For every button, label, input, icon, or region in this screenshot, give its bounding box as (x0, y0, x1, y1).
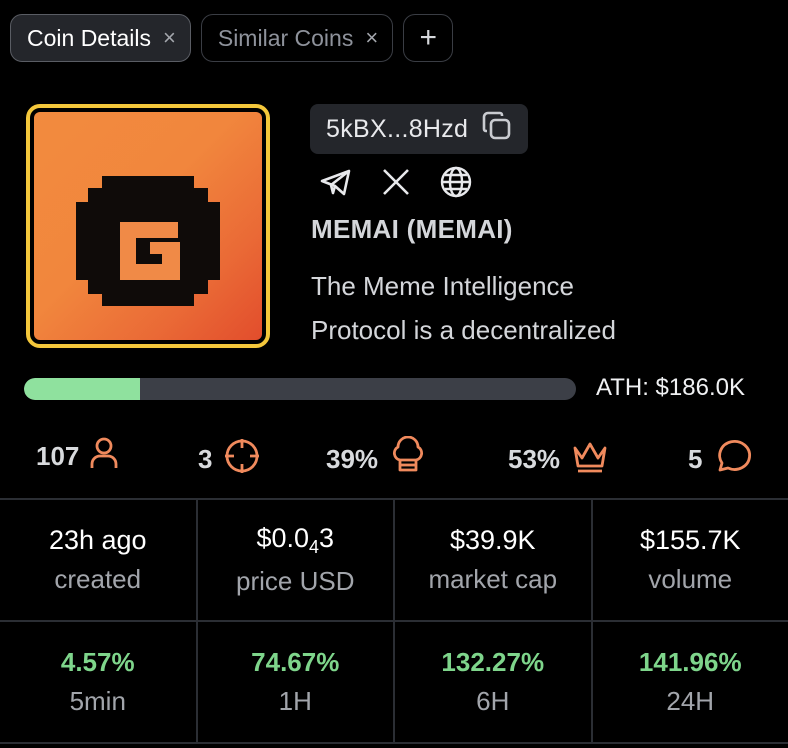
tab-similar-coins[interactable]: Similar Coins × (200, 14, 394, 62)
metric-value: $39.9K (449, 525, 536, 555)
tab-label: Coin Details (27, 24, 151, 51)
top-holders-stat[interactable]: 53% (508, 436, 610, 483)
created-cell: 23h ago created (0, 500, 198, 620)
close-icon[interactable]: × (163, 25, 176, 50)
market-cap-cell: $39.9K market cap (395, 500, 593, 620)
change-label: 5min (69, 686, 126, 716)
globe-icon[interactable] (438, 164, 474, 200)
price-suffix: 3 (319, 523, 335, 553)
price-cell: $0.043 price USD (198, 500, 395, 620)
dev-stat[interactable]: 39% (326, 435, 428, 483)
price-zero-count: 4 (309, 537, 320, 557)
change-label: 24H (666, 686, 715, 716)
stat-value: 5 (688, 444, 703, 474)
stat-value: 3 (198, 444, 213, 474)
metrics-grid: 23h ago created $0.043 price USD $39.9K … (0, 498, 788, 744)
add-tab-button[interactable]: + (403, 14, 454, 62)
stat-value: 39% (326, 444, 379, 474)
change-value: 4.57% (60, 647, 135, 677)
chef-hat-icon (388, 435, 428, 483)
change-6h-cell[interactable]: 132.27% 6H (395, 622, 593, 742)
price-prefix: $0.0 (256, 523, 309, 553)
bonding-curve-progress (24, 378, 576, 400)
stats-row: 107 3 39% 53% (0, 435, 788, 484)
change-label: 6H (476, 686, 510, 716)
contract-address-button[interactable]: 5kBX...8Hzd (310, 104, 529, 154)
description-line: Protocol is a decentralized (311, 315, 616, 345)
metric-label: created (54, 564, 142, 594)
person-icon (89, 436, 119, 477)
coin-name: MEMAI (MEMAI) (311, 214, 513, 244)
metric-label: market cap (428, 564, 558, 594)
tab-bar: Coin Details × Similar Coins × + (10, 14, 454, 62)
telegram-icon[interactable] (318, 164, 354, 200)
x-twitter-icon[interactable] (378, 164, 414, 200)
holders-stat[interactable]: 107 (36, 436, 119, 477)
change-value: 132.27% (441, 647, 545, 677)
metric-value: $0.043 (256, 523, 334, 558)
chat-bubble-icon (712, 436, 752, 483)
metric-label: price USD (236, 566, 355, 596)
close-icon[interactable]: × (365, 25, 379, 50)
price-change-row: 4.57% 5min 74.67% 1H 132.27% 6H 141.96% … (0, 622, 788, 744)
replies-stat[interactable]: 5 (688, 436, 752, 483)
copy-icon[interactable] (480, 109, 514, 150)
tab-label: Similar Coins (217, 24, 354, 51)
change-24h-cell[interactable]: 141.96% 24H (593, 622, 788, 742)
contract-address: 5kBX...8Hzd (326, 114, 469, 143)
metric-value: $155.7K (639, 525, 741, 555)
stat-value: 53% (508, 444, 561, 474)
ath-label: ATH: $186.0K (596, 374, 745, 401)
progress-fill (24, 378, 140, 400)
metric-label: volume (648, 564, 733, 594)
change-value: 74.67% (251, 647, 340, 677)
g-logo-icon (76, 176, 220, 306)
snipers-stat[interactable]: 3 (198, 436, 262, 483)
crosshair-icon (222, 436, 262, 483)
change-value: 141.96% (638, 647, 742, 677)
volume-cell: $155.7K volume (593, 500, 788, 620)
metrics-row: 23h ago created $0.043 price USD $39.9K … (0, 500, 788, 622)
change-1h-cell[interactable]: 74.67% 1H (198, 622, 395, 742)
metric-value: 23h ago (48, 525, 147, 555)
coin-description: The Meme Intelligence Protocol is a dece… (311, 264, 751, 352)
change-label: 1H (278, 686, 312, 716)
crown-icon (570, 436, 610, 483)
stat-value: 107 (36, 441, 80, 471)
change-5min-cell[interactable]: 4.57% 5min (0, 622, 198, 742)
social-links (318, 164, 474, 200)
description-line: The Meme Intelligence (311, 271, 575, 301)
plus-icon: + (419, 21, 437, 54)
tab-coin-details[interactable]: Coin Details × (10, 14, 191, 62)
coin-logo (26, 104, 270, 348)
